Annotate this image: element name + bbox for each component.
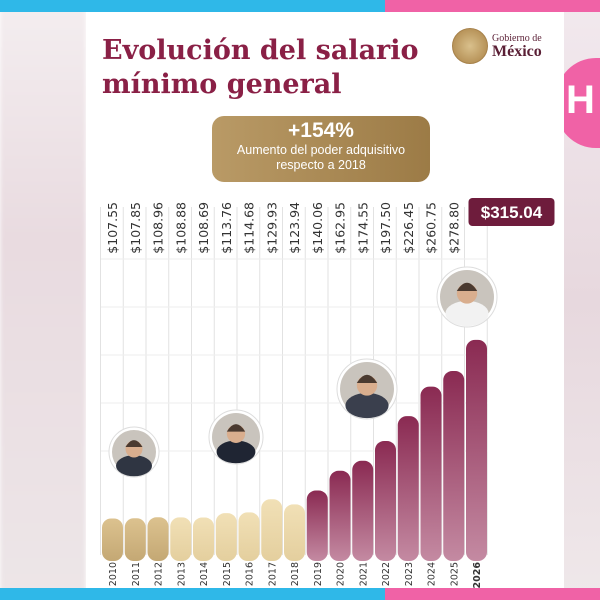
title-line-2: mínimo general <box>102 69 342 100</box>
infographic-card: Evolución del salario mínimo general Gob… <box>86 12 564 588</box>
year-label-2013: 2013 <box>176 562 187 586</box>
year-label-2025: 2025 <box>449 562 460 586</box>
corner-badge-mark: H <box>566 78 595 122</box>
highlight-line-1: Aumento del poder adquisitivo <box>236 143 406 157</box>
chart-title: Evolución del salario mínimo general <box>102 34 442 102</box>
bar-2021 <box>352 460 374 561</box>
year-label-2017: 2017 <box>267 562 278 586</box>
top-stripe-blue <box>0 0 385 12</box>
bar-2016 <box>238 512 260 561</box>
year-label-2011: 2011 <box>131 562 142 586</box>
year-label-2023: 2023 <box>404 562 415 586</box>
portrait-2013-2018 <box>208 409 264 465</box>
logo-line-1: Gobierno de <box>492 33 542 44</box>
bar-chart: $107.55 $107.85 $108.96 $108.88 $108.69 $113.… <box>100 198 555 588</box>
value-label-2022: $197.50 <box>378 202 393 254</box>
value-labels: $107.55 $107.85 $108.96 $108.88 $108.69 $113.… <box>105 198 555 254</box>
value-label-2010: $107.55 <box>105 202 120 254</box>
value-label-2026: $315.04 <box>481 203 543 222</box>
bar-2018 <box>284 504 305 561</box>
value-label-2025: $278.80 <box>446 202 461 254</box>
year-label-2022: 2022 <box>381 562 392 586</box>
year-label-2021: 2021 <box>358 562 369 586</box>
year-label-2016: 2016 <box>245 562 256 586</box>
bar-2010 <box>102 518 123 561</box>
portrait-2019-2024 <box>336 358 398 420</box>
year-label-2018: 2018 <box>290 562 301 586</box>
year-label-2026: 2026 <box>472 562 483 588</box>
year-label-2012: 2012 <box>154 562 165 586</box>
bar-2014 <box>193 517 214 561</box>
portrait-2025-2026 <box>436 266 498 328</box>
government-logo: Gobierno de México <box>452 28 562 64</box>
year-label-2015: 2015 <box>222 562 233 586</box>
bar-2023 <box>397 416 419 561</box>
highlight-value: +154% <box>288 119 354 142</box>
bar-2022 <box>375 441 396 561</box>
value-label-2024: $260.75 <box>424 202 439 254</box>
year-label-2019: 2019 <box>313 562 324 586</box>
bar-2013 <box>170 517 192 561</box>
value-label-2021: $174.55 <box>355 202 370 254</box>
highlight-line-2: respecto a 2018 <box>276 158 366 172</box>
seal-icon <box>452 28 488 64</box>
portraits <box>108 266 498 478</box>
year-label-2014: 2014 <box>199 562 210 586</box>
highlight-label-box <box>468 198 555 226</box>
year-label-2020: 2020 <box>336 562 347 586</box>
value-label-2019: $140.06 <box>310 202 325 254</box>
value-label-2013: $108.88 <box>173 202 188 254</box>
value-label-2023: $226.45 <box>401 202 416 254</box>
value-label-2014: $108.69 <box>196 202 211 254</box>
value-label-2017: $129.93 <box>264 202 279 254</box>
value-label-2011: $107.85 <box>128 202 143 254</box>
bar-2026 <box>466 339 487 561</box>
value-label-2015: $113.76 <box>219 202 234 254</box>
year-label-2010: 2010 <box>108 562 119 586</box>
bottom-stripe-pink <box>385 588 600 600</box>
value-label-2016: $114.68 <box>242 202 257 254</box>
value-label-2020: $162.95 <box>333 202 348 254</box>
bar-2012 <box>147 517 169 561</box>
bar-2011 <box>124 518 146 561</box>
year-label-2024: 2024 <box>427 562 438 586</box>
bar-2025 <box>443 371 465 561</box>
year-labels: 2010 2011 2012 2013 2014 2015 2016 2017 2018 2019… <box>108 562 483 588</box>
bottom-stripe-blue <box>0 588 385 600</box>
portrait-2010-2012 <box>108 426 160 478</box>
value-label-2018: $123.94 <box>287 202 302 254</box>
bar-2019 <box>306 490 328 561</box>
bar-2015 <box>215 513 237 561</box>
top-stripe-pink <box>385 0 600 12</box>
bar-2024 <box>420 386 442 561</box>
logo-line-2: México <box>492 43 542 60</box>
background-left <box>0 0 86 600</box>
value-label-2012: $108.96 <box>151 202 166 254</box>
bars <box>102 339 487 561</box>
bar-2017 <box>261 499 283 561</box>
title-line-1: Evolución del salario <box>102 35 419 66</box>
highlight-box: +154% Aumento del poder adquisitivo resp… <box>212 116 430 182</box>
bar-2020 <box>329 470 351 561</box>
